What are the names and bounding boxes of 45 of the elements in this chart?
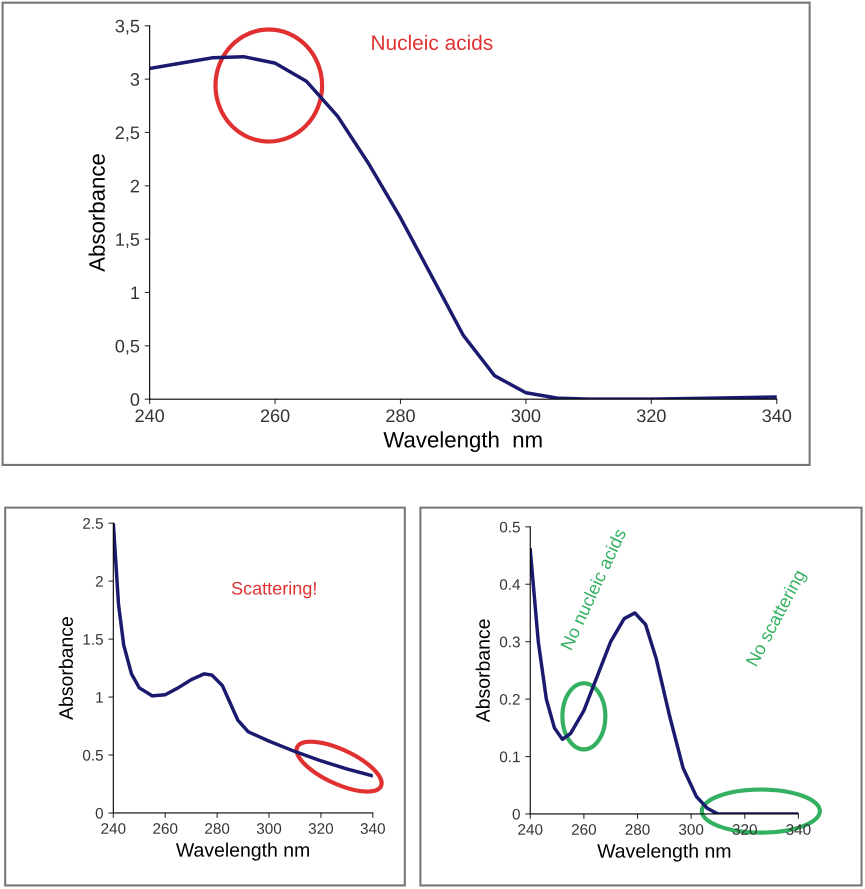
y-tick-label: 1.5 [84,634,103,645]
x-tick-label: 280 [626,824,650,835]
y-tick-label: 1 [96,692,103,703]
annotation: Nucleic acids [372,34,492,50]
x-tick-label: 240 [101,823,126,834]
y-axis-title: Absorbance [476,619,490,722]
annotation: Scattering! [232,581,316,598]
x-tick-label: 320 [636,409,666,422]
x-tick-label: 240 [518,824,542,835]
x-tick-label: 300 [678,824,704,835]
y-tick-label: 0.4 [500,579,520,590]
y-tick-label: 1,5 [116,233,140,248]
y-tick-label: 1 [131,286,140,300]
x-axis-title: Wavelength nm [176,842,309,861]
y-tick-label: 0 [130,393,140,406]
y-tick-label: 2 [130,180,140,192]
y-tick-label: 0.1 [500,751,520,762]
x-tick-label: 240 [135,409,164,422]
y-tick-label: 3 [130,73,140,86]
x-tick-label: 260 [572,824,596,835]
x-tick-label: 300 [256,823,282,834]
y-tick-label: 2,5 [116,126,140,142]
x-tick-label: 280 [386,409,415,422]
x-tick-label: 260 [260,409,290,422]
x-axis-title: Wavelength nm [383,431,542,452]
x-tick-label: 320 [308,823,334,834]
x-axis-title: Wavelength nm [597,843,730,862]
line-series [113,523,373,778]
y-tick-label: 0 [96,808,103,819]
y-tick-label: 0.2 [500,694,520,705]
x-tick-label: 260 [153,823,178,834]
y-tick-label: 0.3 [500,636,520,648]
y-tick-label: 0.5 [500,522,520,533]
x-tick-label: 300 [512,409,540,422]
y-tick-label: 0,5 [116,340,140,355]
x-tick-label: 340 [360,823,385,834]
x-tick-label: 280 [205,823,230,834]
y-tick-label: 3,5 [116,20,140,35]
x-tick-label: 340 [762,409,792,422]
y-tick-label: 2 [96,576,103,587]
y-axis-title: Absorbance [88,154,105,272]
y-tick-label: 0 [512,808,520,820]
y-tick-label: 2.5 [83,518,103,529]
y-tick-label: 0.5 [82,750,103,761]
y-axis-title: Absorbance [58,617,73,720]
